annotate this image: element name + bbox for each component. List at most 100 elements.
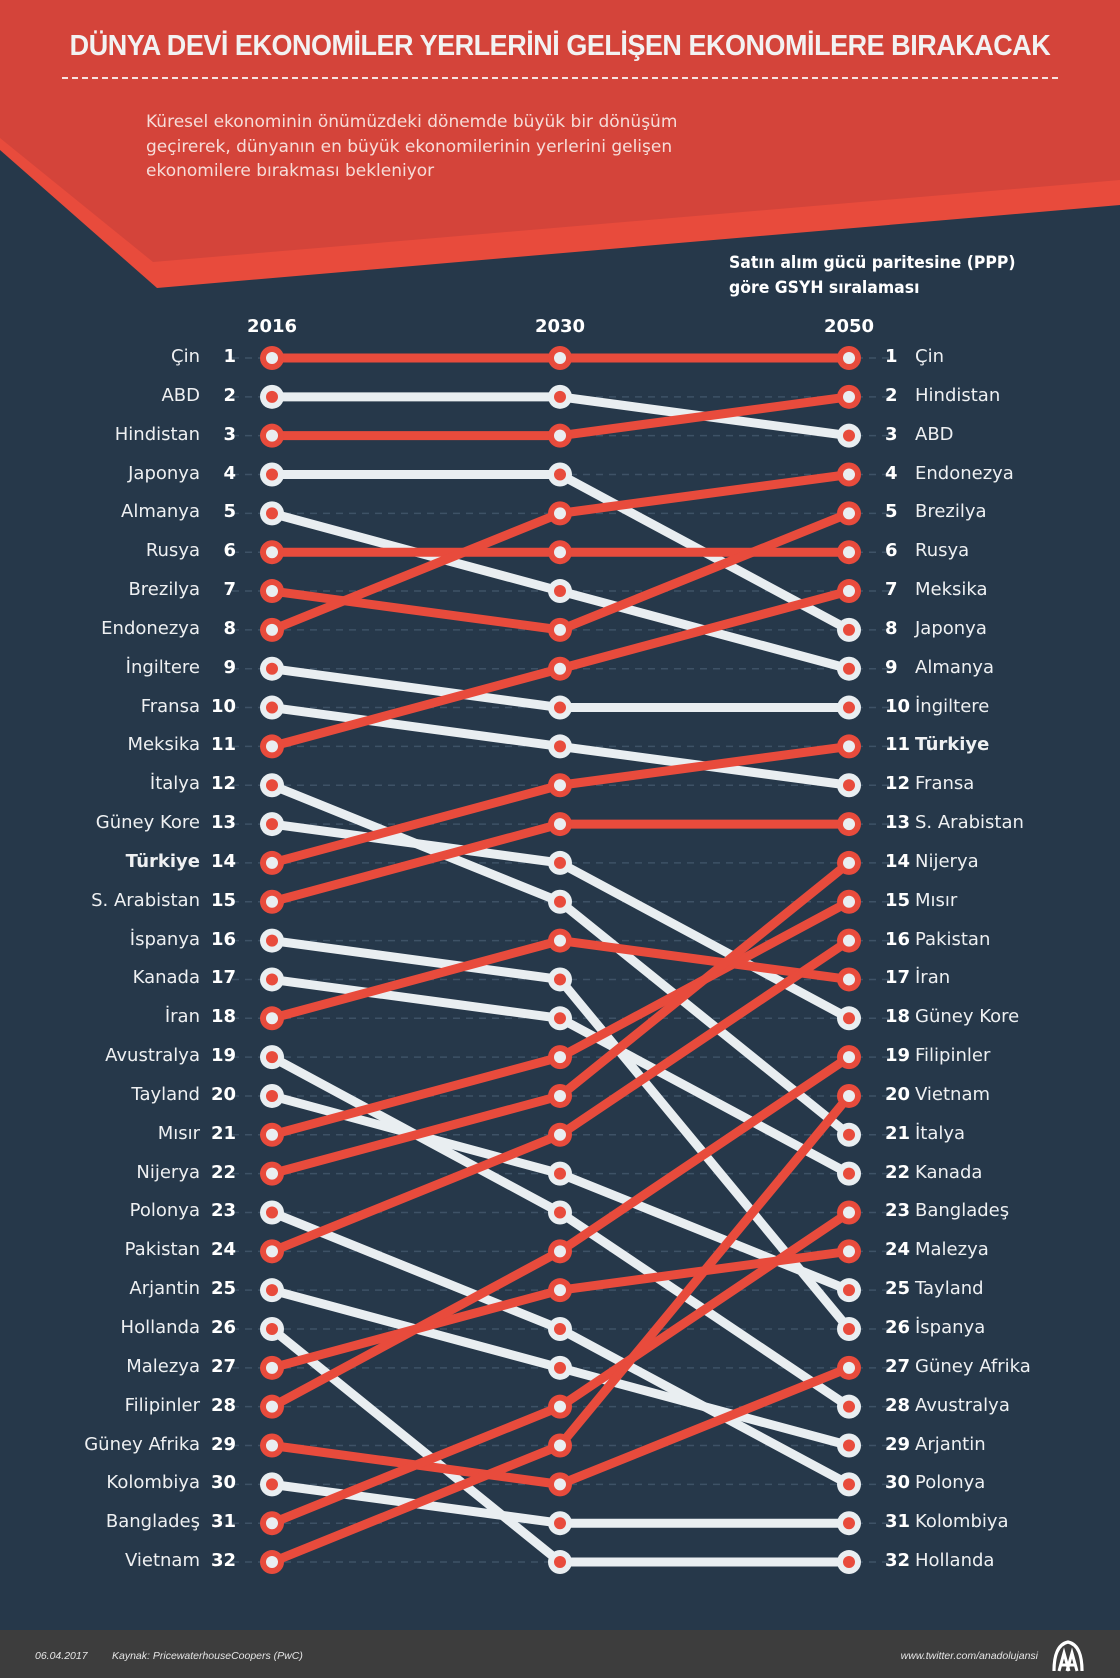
right-rank-label: 25 (885, 1278, 911, 1300)
right-country-label: Tayland (915, 1278, 984, 1300)
data-point (548, 540, 572, 565)
data-point (260, 1472, 284, 1497)
right-rank-label: 28 (885, 1394, 911, 1416)
right-rank-label: 2 (885, 384, 898, 406)
right-rank-label: 5 (885, 501, 898, 523)
data-point (260, 812, 284, 837)
data-point (260, 928, 284, 953)
right-country-label: ABD (915, 423, 954, 445)
right-rank-label: 31 (885, 1511, 911, 1533)
left-rank-label: 28 (210, 1394, 236, 1416)
data-point (260, 540, 284, 565)
right-country-label: Güney Afrika (915, 1355, 1031, 1377)
left-rank-label: 16 (210, 928, 236, 950)
data-point (260, 734, 284, 759)
data-point (837, 384, 861, 409)
footer-source: Kaynak: PricewaterhouseCoopers (PwC) (112, 1650, 303, 1662)
data-point (260, 617, 284, 642)
left-rank-label: 9 (223, 656, 236, 678)
right-rank-label: 23 (885, 1200, 911, 1222)
right-rank-label: 16 (885, 928, 911, 950)
data-point (837, 1200, 861, 1225)
data-point (548, 1006, 572, 1031)
data-point (548, 1239, 572, 1264)
left-rank-label: 20 (210, 1083, 236, 1105)
data-point (548, 656, 572, 681)
data-point (260, 889, 284, 914)
data-point (260, 423, 284, 448)
right-rank-label: 6 (885, 540, 898, 562)
data-point (837, 1278, 861, 1303)
data-point (548, 812, 572, 837)
right-country-label: Bangladeş (915, 1200, 1010, 1222)
chart-note-line: Satın alım gücü paritesine (PPP) (729, 253, 1016, 272)
right-country-label: Fransa (915, 773, 975, 795)
right-country-label: Arjantin (915, 1433, 986, 1455)
chart-note: Satın alım gücü paritesine (PPP) göre GS… (729, 250, 1016, 300)
data-point (837, 1239, 861, 1264)
right-country-label: Mısır (915, 889, 958, 911)
subtitle-line: ekonomilere bırakması bekleniyor (146, 161, 435, 181)
data-point (260, 501, 284, 526)
left-country-label: Kolombiya (106, 1472, 200, 1494)
right-rank-label: 24 (885, 1239, 911, 1261)
right-rank-label: 19 (885, 1045, 911, 1067)
data-point (260, 967, 284, 992)
right-country-label: Meksika (915, 579, 988, 601)
left-country-label: Hindistan (114, 423, 200, 445)
right-country-label: S. Arabistan (915, 812, 1024, 834)
right-country-label: Avustralya (915, 1394, 1010, 1416)
left-country-label: Almanya (121, 501, 200, 523)
left-country-label: Avustralya (105, 1045, 200, 1067)
right-rank-label: 7 (885, 579, 898, 601)
data-point (260, 1511, 284, 1536)
footer-twitter-link[interactable]: www.twitter.com/anadolujansi (900, 1650, 1038, 1662)
data-point (837, 656, 861, 681)
right-rank-label: 30 (885, 1472, 911, 1494)
data-point (260, 1355, 284, 1380)
right-rank-label: 12 (885, 773, 911, 795)
right-country-label: Güney Kore (915, 1006, 1020, 1028)
left-rank-label: 17 (210, 967, 236, 989)
banner-dark-panel (0, 0, 1120, 262)
right-country-label: İngiltere (915, 695, 990, 717)
left-country-label: İtalya (149, 773, 200, 795)
data-point (548, 967, 572, 992)
right-country-label: Kanada (915, 1161, 983, 1183)
footer: 06.04.2017 Kaynak: PricewaterhouseCooper… (0, 1630, 1120, 1678)
data-point (548, 384, 572, 409)
data-point (260, 462, 284, 487)
left-rank-label: 23 (210, 1200, 236, 1222)
data-point (837, 928, 861, 953)
right-country-label: Polonya (915, 1472, 986, 1494)
right-country-label: İtalya (915, 1122, 966, 1144)
left-rank-label: 24 (210, 1239, 236, 1261)
left-country-label: Japonya (128, 462, 200, 484)
left-country-label: Mısır (157, 1122, 200, 1144)
left-country-label: Polonya (129, 1200, 200, 1222)
x-tick-2050: 2050 (823, 316, 875, 337)
data-point (548, 850, 572, 875)
left-country-label: Hollanda (120, 1317, 200, 1338)
right-rank-label: 22 (885, 1161, 911, 1183)
right-rank-label: 17 (885, 967, 911, 989)
data-point (837, 579, 861, 604)
data-point (548, 346, 572, 370)
left-rank-label: 26 (210, 1317, 236, 1338)
left-rank-label: 22 (210, 1161, 236, 1183)
data-point (260, 1550, 284, 1575)
right-rank-label: 3 (885, 423, 898, 445)
right-rank-label: 20 (885, 1083, 911, 1105)
data-point (548, 1161, 572, 1186)
left-country-label: Meksika (127, 734, 200, 756)
data-point (548, 1550, 572, 1575)
data-point (837, 850, 861, 875)
data-point (548, 579, 572, 604)
data-point (548, 889, 572, 914)
data-point (548, 501, 572, 526)
data-point (260, 1200, 284, 1225)
right-country-label: Hindistan (915, 384, 1001, 406)
data-point (548, 928, 572, 953)
page-title: DÜNYA DEVİ EKONOMİLER YERLERİNİ GELİŞEN … (69, 30, 1051, 62)
